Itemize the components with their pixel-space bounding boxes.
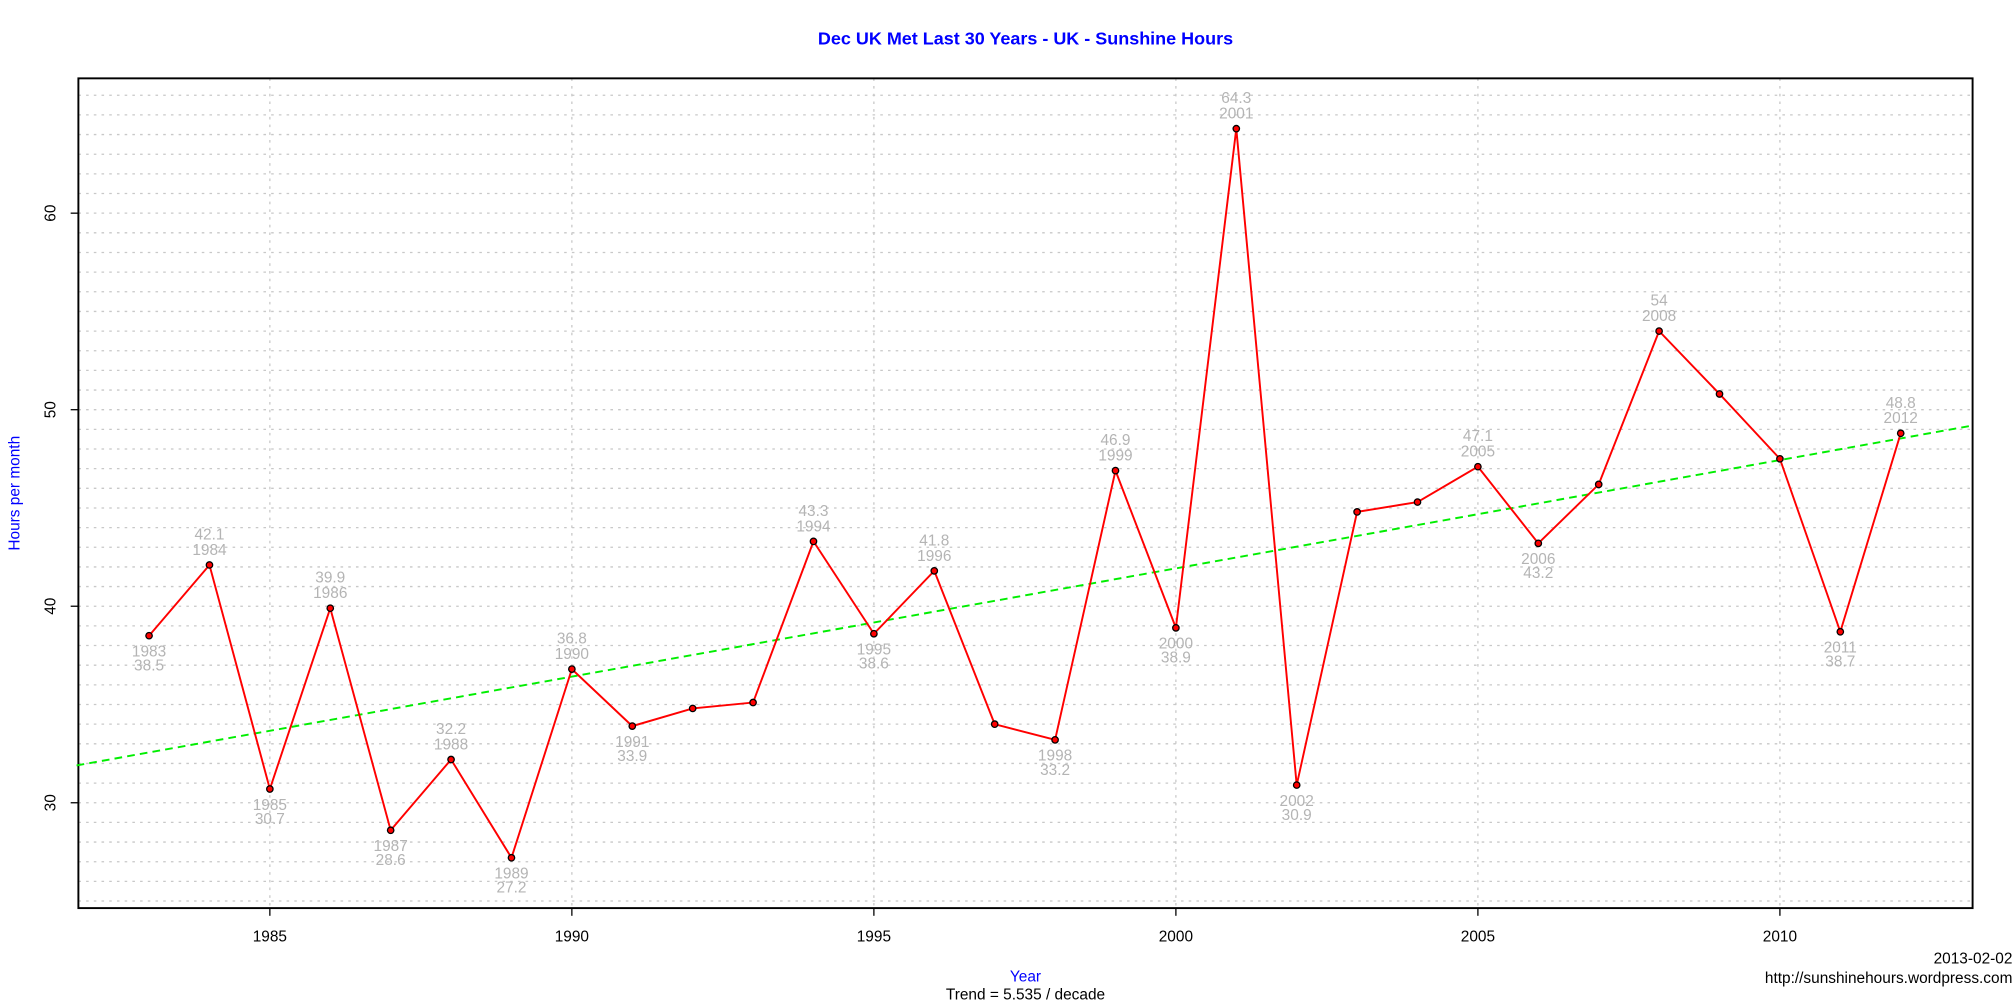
data-point (1655, 327, 1663, 335)
data-point (688, 704, 697, 713)
x-tick-label: 1995 (857, 929, 891, 946)
data-point (1715, 390, 1724, 398)
data-point (1051, 736, 1059, 744)
value-label: 33.9 (617, 748, 647, 765)
year-label: 1989 (494, 866, 528, 883)
data-point (930, 567, 939, 575)
value-label: 47.1 (1463, 428, 1493, 445)
year-label: 2000 (1159, 636, 1193, 653)
data-point (1111, 466, 1120, 475)
date: 2013-02-02 (1934, 951, 2013, 968)
value-label: 41.8 (919, 532, 949, 549)
data-point (990, 720, 999, 728)
data-point (1292, 781, 1301, 789)
chart-title: Dec UK Met Last 30 Years - UK - Sunshine… (818, 29, 1233, 49)
value-label: 36.8 (557, 631, 587, 648)
value-label: 43.3 (798, 503, 828, 520)
data-point (507, 853, 516, 862)
year-label: 1984 (192, 542, 227, 559)
year-label: 2006 (1521, 551, 1555, 568)
value-label: 30.9 (1282, 807, 1312, 824)
value-label: 38.7 (1825, 654, 1855, 671)
y-tick-label: 30 (42, 794, 59, 811)
data-point (1413, 498, 1422, 506)
value-label: 32.2 (436, 721, 466, 738)
plot-frame (77, 77, 1974, 910)
year-label: 1986 (313, 585, 347, 602)
year-label: 2011 (1824, 640, 1857, 657)
data-point (1232, 124, 1241, 133)
y-tick-label: 50 (42, 401, 59, 418)
x-tick-label: 1985 (253, 929, 287, 946)
value-label: 28.6 (376, 852, 406, 869)
year-label: 1994 (796, 518, 831, 535)
year-label: 1998 (1038, 748, 1072, 765)
value-label: 33.2 (1040, 762, 1070, 779)
data-point (809, 537, 818, 546)
year-label: 1985 (253, 797, 287, 814)
value-label: 39.9 (315, 570, 345, 587)
value-label: 38.5 (134, 658, 164, 675)
data-point (1534, 539, 1543, 548)
data-point (386, 826, 395, 835)
subtitle: Trend = 5.535 / decade (946, 987, 1105, 1004)
y-tick-label: 60 (42, 205, 59, 222)
year-label: 1996 (917, 548, 951, 565)
year-label: 1983 (132, 643, 166, 660)
data-point (870, 629, 878, 638)
x-axis-label: Year (1010, 969, 1041, 986)
year-label: 1999 (1098, 448, 1132, 465)
value-label: 46.9 (1100, 432, 1130, 449)
x-tick-label: 2005 (1461, 929, 1495, 946)
data-point (1594, 480, 1603, 489)
value-label: 43.2 (1523, 565, 1553, 582)
year-label: 2012 (1884, 410, 1918, 427)
source: http://sunshinehours.wordpress.com (1765, 970, 2013, 987)
y-axis-label: Hours per month (6, 436, 23, 551)
data-point (628, 722, 637, 730)
data-point (1353, 508, 1361, 516)
value-label: 38.6 (859, 656, 889, 673)
trend-line (76, 424, 1974, 767)
value-label: 38.9 (1161, 650, 1191, 667)
value-label: 42.1 (194, 526, 224, 543)
year-label: 1987 (374, 838, 408, 855)
x-tick-label: 2000 (1159, 929, 1193, 946)
value-label: 30.7 (255, 811, 285, 828)
data-point (326, 604, 335, 613)
data-line (148, 128, 1902, 861)
data-point (447, 755, 455, 764)
data-point (205, 561, 214, 569)
year-label: 2005 (1461, 444, 1495, 461)
year-label: 2002 (1280, 793, 1314, 810)
data-point (1836, 627, 1845, 636)
year-label: 2001 (1219, 106, 1253, 123)
data-point (568, 665, 576, 673)
x-tick-label: 1990 (555, 929, 589, 946)
value-label: 54 (1651, 293, 1669, 310)
value-label: 48.8 (1886, 395, 1916, 412)
data-point (749, 698, 757, 707)
data-point (1776, 454, 1784, 463)
year-label: 2008 (1642, 308, 1676, 325)
year-label: 1990 (555, 646, 589, 663)
y-tick-label: 40 (42, 598, 59, 615)
data-point (1474, 462, 1482, 471)
data-point (1172, 623, 1180, 632)
value-label: 64.3 (1221, 90, 1251, 107)
value-label: 27.2 (496, 880, 526, 897)
x-tick-label: 2010 (1763, 929, 1797, 946)
data-point (1896, 429, 1905, 438)
data-point (266, 785, 274, 793)
year-label: 1995 (857, 642, 891, 659)
year-label: 1991 (615, 734, 649, 751)
year-label: 1988 (434, 736, 468, 753)
data-point (145, 631, 153, 640)
